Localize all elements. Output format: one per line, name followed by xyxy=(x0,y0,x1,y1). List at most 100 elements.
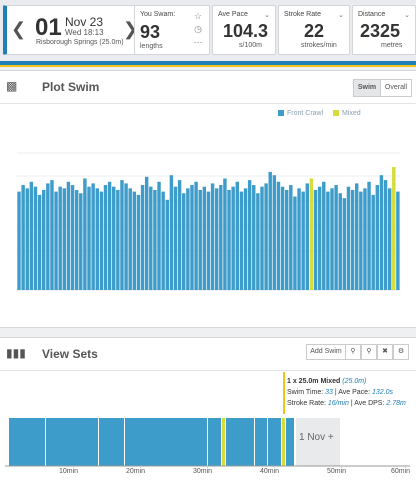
trophy-icon[interactable]: ☆ xyxy=(193,11,203,21)
set-block[interactable] xyxy=(226,418,254,466)
bar-front-crawl[interactable] xyxy=(87,186,91,290)
bar-front-crawl[interactable] xyxy=(198,189,202,290)
bar-front-crawl[interactable] xyxy=(239,191,244,290)
chevron-down-icon[interactable]: ⌄ xyxy=(338,12,344,19)
bar-front-crawl[interactable] xyxy=(157,181,161,290)
bar-front-crawl[interactable] xyxy=(322,181,326,290)
gear-icon[interactable]: ⚙ xyxy=(393,344,409,360)
chevron-left-icon[interactable]: ❮ xyxy=(11,19,27,39)
bar-front-crawl[interactable] xyxy=(17,191,21,290)
bar-front-crawl[interactable] xyxy=(342,198,347,290)
bar-front-crawl[interactable] xyxy=(124,183,128,290)
bar-front-crawl[interactable] xyxy=(227,189,231,290)
bar-front-crawl[interactable] xyxy=(103,185,108,290)
bar-front-crawl[interactable] xyxy=(194,181,198,290)
bar-front-crawl[interactable] xyxy=(177,180,182,290)
set-block[interactable] xyxy=(268,418,281,466)
bar-mixed[interactable] xyxy=(309,178,314,290)
bar-front-crawl[interactable] xyxy=(235,181,239,290)
bar-front-crawl[interactable] xyxy=(83,178,87,290)
bar-front-crawl[interactable] xyxy=(214,188,219,290)
bar-front-crawl[interactable] xyxy=(186,188,190,290)
bar-front-crawl[interactable] xyxy=(62,188,67,290)
bar-front-crawl[interactable] xyxy=(50,180,54,290)
bar-front-crawl[interactable] xyxy=(383,180,388,290)
bar-front-crawl[interactable] xyxy=(305,183,309,290)
bar-front-crawl[interactable] xyxy=(313,189,318,290)
zoom-out-icon[interactable]: ⚲ xyxy=(361,344,377,360)
bar-front-crawl[interactable] xyxy=(346,186,351,290)
bar-front-crawl[interactable] xyxy=(91,183,95,290)
set-block-mixed[interactable] xyxy=(282,418,285,466)
bar-front-crawl[interactable] xyxy=(334,185,338,290)
bar-front-crawl[interactable] xyxy=(202,186,207,290)
bar-front-crawl[interactable] xyxy=(153,189,157,290)
bar-front-crawl[interactable] xyxy=(29,181,34,290)
set-block-mixed[interactable] xyxy=(222,418,225,466)
bar-front-crawl[interactable] xyxy=(21,185,25,290)
bar-front-crawl[interactable] xyxy=(182,193,186,290)
toggle-swim[interactable]: Swim xyxy=(353,79,381,97)
bar-front-crawl[interactable] xyxy=(371,194,375,290)
bar-front-crawl[interactable] xyxy=(330,188,334,290)
bar-front-crawl[interactable] xyxy=(359,191,363,290)
bar-front-crawl[interactable] xyxy=(161,191,165,290)
add-swim-button[interactable]: Add Swim xyxy=(306,344,346,360)
bar-front-crawl[interactable] xyxy=(272,175,277,290)
bar-front-crawl[interactable] xyxy=(46,183,50,290)
bar-front-crawl[interactable] xyxy=(132,191,137,290)
next-day-block[interactable] xyxy=(296,418,340,466)
bar-front-crawl[interactable] xyxy=(206,191,211,290)
bar-front-crawl[interactable] xyxy=(293,196,297,290)
bar-front-crawl[interactable] xyxy=(173,186,178,290)
next-day-label[interactable]: 1 Nov + xyxy=(299,432,334,443)
close-icon[interactable]: ✖ xyxy=(377,344,393,360)
bar-front-crawl[interactable] xyxy=(99,191,104,290)
bar-front-crawl[interactable] xyxy=(66,181,71,290)
set-block[interactable] xyxy=(125,418,207,466)
bar-front-crawl[interactable] xyxy=(387,188,392,290)
bar-front-crawl[interactable] xyxy=(379,175,384,290)
bar-front-crawl[interactable] xyxy=(256,193,260,290)
bar-front-crawl[interactable] xyxy=(116,189,120,290)
bar-front-crawl[interactable] xyxy=(367,181,371,290)
bar-front-crawl[interactable] xyxy=(42,189,46,290)
set-block[interactable] xyxy=(286,418,294,466)
bar-front-crawl[interactable] xyxy=(79,193,83,290)
bar-front-crawl[interactable] xyxy=(190,185,194,290)
bar-front-crawl[interactable] xyxy=(247,180,252,290)
bar-front-crawl[interactable] xyxy=(37,194,42,290)
bar-front-crawl[interactable] xyxy=(284,189,289,290)
bar-front-crawl[interactable] xyxy=(375,185,380,290)
bar-front-crawl[interactable] xyxy=(280,186,285,290)
bar-front-crawl[interactable] xyxy=(264,183,268,290)
bar-front-crawl[interactable] xyxy=(260,186,264,290)
bar-front-crawl[interactable] xyxy=(210,183,215,290)
bar-front-crawl[interactable] xyxy=(33,186,38,290)
chevron-down-icon[interactable]: ⌄ xyxy=(264,12,270,19)
zoom-in-icon[interactable]: ⚲ xyxy=(345,344,361,360)
bar-front-crawl[interactable] xyxy=(252,185,256,290)
bar-front-crawl[interactable] xyxy=(297,188,301,290)
bar-front-crawl[interactable] xyxy=(268,171,272,290)
bar-front-crawl[interactable] xyxy=(165,199,169,290)
bar-front-crawl[interactable] xyxy=(223,178,227,290)
bar-front-crawl[interactable] xyxy=(317,186,322,290)
bar-front-crawl[interactable] xyxy=(355,183,359,290)
bar-front-crawl[interactable] xyxy=(396,191,400,290)
set-block[interactable] xyxy=(99,418,124,466)
bar-front-crawl[interactable] xyxy=(58,186,62,290)
more-icon[interactable]: ⋯ xyxy=(193,37,203,47)
bar-front-crawl[interactable] xyxy=(136,194,141,290)
bar-front-crawl[interactable] xyxy=(74,189,79,290)
bar-front-crawl[interactable] xyxy=(149,186,153,290)
bar-front-crawl[interactable] xyxy=(169,175,174,290)
bar-front-crawl[interactable] xyxy=(128,188,132,290)
bar-front-crawl[interactable] xyxy=(112,186,116,290)
set-block[interactable] xyxy=(9,418,45,466)
bar-front-crawl[interactable] xyxy=(107,181,112,290)
bar-front-crawl[interactable] xyxy=(350,189,355,290)
bar-front-crawl[interactable] xyxy=(95,188,99,290)
bar-front-crawl[interactable] xyxy=(219,185,223,290)
bar-front-crawl[interactable] xyxy=(231,186,235,290)
